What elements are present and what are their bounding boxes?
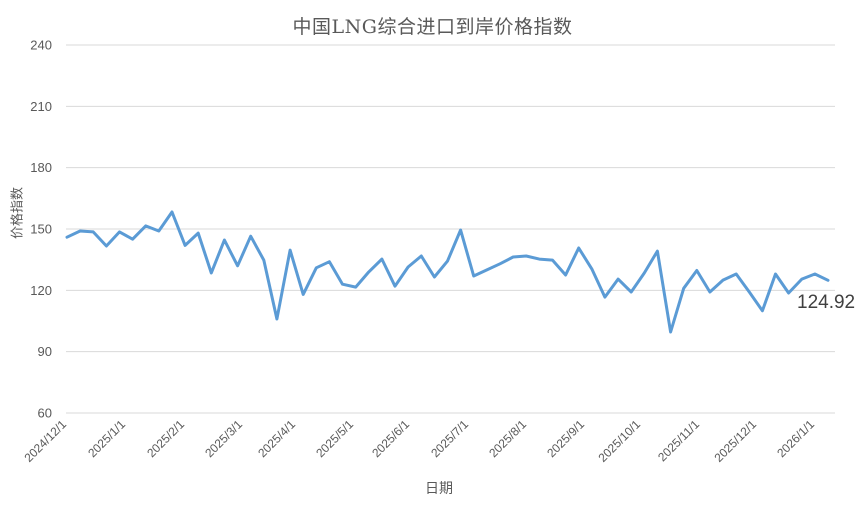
price-index-line <box>65 210 830 334</box>
x-tick-label: 2025/9/1 <box>544 417 587 460</box>
x-tick-label: 2024/12/1 <box>21 417 69 465</box>
chart-title: 中国LNG综合进口到岸价格指数 <box>292 16 573 38</box>
y-tick-label: 240 <box>30 38 52 53</box>
x-tick-label: 2025/1/1 <box>85 417 128 460</box>
x-tick-label: 2025/12/1 <box>711 417 759 465</box>
x-tick-label: 2025/4/1 <box>255 417 298 460</box>
y-tick-label: 150 <box>30 222 52 237</box>
x-axis-label: 日期 <box>425 481 453 497</box>
x-tick-label: 2025/7/1 <box>428 417 471 460</box>
x-tick-label: 2025/5/1 <box>313 417 356 460</box>
last-value-label: 124.92 <box>797 292 855 313</box>
gridlines <box>66 44 835 414</box>
x-tick-label: 2025/2/1 <box>144 417 187 460</box>
y-tick-label: 180 <box>30 160 52 175</box>
x-tick-label: 2025/8/1 <box>486 417 529 460</box>
x-tick-label: 2026/1/1 <box>774 417 817 460</box>
x-tick-label: 2025/10/1 <box>595 417 643 465</box>
y-tick-label: 210 <box>30 99 52 114</box>
x-tick-label: 2025/6/1 <box>369 417 412 460</box>
x-axis-ticks: 2024/12/1 2025/1/1 2025/2/1 2025/3/1 2025/4/… <box>21 417 817 465</box>
y-tick-label: 120 <box>30 283 52 298</box>
x-tick-label: 2025/3/1 <box>202 417 245 460</box>
y-tick-label: 90 <box>38 344 52 359</box>
x-tick-label: 2025/11/1 <box>655 417 702 464</box>
y-axis-ticks: 60 90 120 150 180 210 240 <box>30 38 52 421</box>
y-tick-label: 60 <box>38 406 52 421</box>
